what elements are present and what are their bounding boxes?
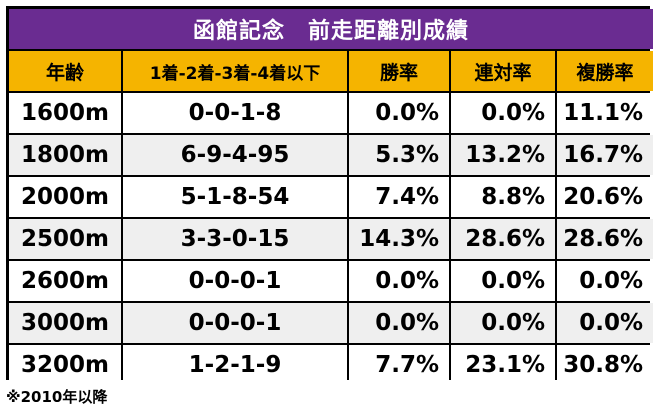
cell-place-rate: 0.0% bbox=[451, 261, 555, 301]
table-row: 1800m 6-9-4-95 5.3% 13.2% 16.7% bbox=[9, 135, 654, 175]
cell-distance: 1600m bbox=[9, 93, 121, 133]
stats-table-frame: 函館記念 前走距離別成績 年齢 1着-2着-3着-4着以下 勝率 連対率 複勝率… bbox=[6, 6, 654, 385]
cell-show-rate: 20.6% bbox=[557, 177, 654, 217]
header-win-rate: 勝率 bbox=[349, 51, 449, 91]
header-row: 年齢 1着-2着-3着-4着以下 勝率 連対率 複勝率 bbox=[9, 51, 654, 91]
stats-table: 函館記念 前走距離別成績 年齢 1着-2着-3着-4着以下 勝率 連対率 複勝率… bbox=[7, 7, 655, 387]
table-row: 2600m 0-0-0-1 0.0% 0.0% 0.0% bbox=[9, 261, 654, 301]
cell-win-rate: 0.0% bbox=[349, 93, 449, 133]
cell-place-rate: 13.2% bbox=[451, 135, 555, 175]
cell-record: 1-2-1-9 bbox=[123, 345, 347, 385]
header-distance: 年齢 bbox=[9, 51, 121, 91]
table-row: 3200m 1-2-1-9 7.7% 23.1% 30.8% bbox=[9, 345, 654, 385]
cell-show-rate: 11.1% bbox=[557, 93, 654, 133]
title-row: 函館記念 前走距離別成績 bbox=[9, 9, 654, 49]
cell-place-rate: 8.8% bbox=[451, 177, 555, 217]
cell-win-rate: 0.0% bbox=[349, 261, 449, 301]
cell-record: 0-0-1-8 bbox=[123, 93, 347, 133]
cell-distance: 2000m bbox=[9, 177, 121, 217]
table-row: 2500m 3-3-0-15 14.3% 28.6% 28.6% bbox=[9, 219, 654, 259]
cell-win-rate: 0.0% bbox=[349, 303, 449, 343]
cell-win-rate: 7.7% bbox=[349, 345, 449, 385]
table-title: 函館記念 前走距離別成績 bbox=[9, 9, 654, 49]
table-row: 3000m 0-0-0-1 0.0% 0.0% 0.0% bbox=[9, 303, 654, 343]
cell-place-rate: 0.0% bbox=[451, 93, 555, 133]
cell-place-rate: 28.6% bbox=[451, 219, 555, 259]
cell-show-rate: 30.8% bbox=[557, 345, 654, 385]
cell-record: 6-9-4-95 bbox=[123, 135, 347, 175]
cell-show-rate: 16.7% bbox=[557, 135, 654, 175]
header-show-rate: 複勝率 bbox=[557, 51, 654, 91]
table-row: 2000m 5-1-8-54 7.4% 8.8% 20.6% bbox=[9, 177, 654, 217]
cell-place-rate: 0.0% bbox=[451, 303, 555, 343]
cell-record: 5-1-8-54 bbox=[123, 177, 347, 217]
cell-win-rate: 7.4% bbox=[349, 177, 449, 217]
footnote: ※2010年以降 bbox=[6, 388, 108, 406]
cell-record: 0-0-0-1 bbox=[123, 261, 347, 301]
cell-record: 0-0-0-1 bbox=[123, 303, 347, 343]
cell-distance: 3000m bbox=[9, 303, 121, 343]
cell-win-rate: 5.3% bbox=[349, 135, 449, 175]
table-row: 1600m 0-0-1-8 0.0% 0.0% 11.1% bbox=[9, 93, 654, 133]
cell-distance: 2500m bbox=[9, 219, 121, 259]
cell-place-rate: 23.1% bbox=[451, 345, 555, 385]
cell-show-rate: 28.6% bbox=[557, 219, 654, 259]
cell-distance: 2600m bbox=[9, 261, 121, 301]
cell-distance: 3200m bbox=[9, 345, 121, 385]
header-record: 1着-2着-3着-4着以下 bbox=[123, 51, 347, 91]
cell-distance: 1800m bbox=[9, 135, 121, 175]
cell-show-rate: 0.0% bbox=[557, 261, 654, 301]
cell-record: 3-3-0-15 bbox=[123, 219, 347, 259]
cell-win-rate: 14.3% bbox=[349, 219, 449, 259]
cell-show-rate: 0.0% bbox=[557, 303, 654, 343]
header-place-rate: 連対率 bbox=[451, 51, 555, 91]
